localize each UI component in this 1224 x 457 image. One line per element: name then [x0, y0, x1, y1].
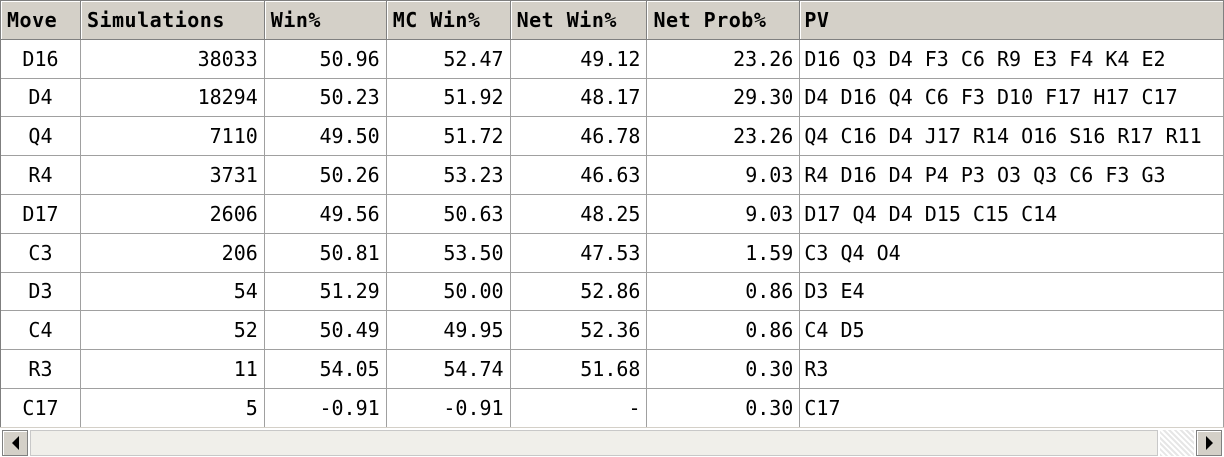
column-header-simulations[interactable]: Simulations — [80, 1, 265, 40]
cell-mc-win: 54.74 — [386, 350, 511, 389]
cell-mc-win: 53.23 — [386, 156, 511, 195]
cell-win: 49.56 — [264, 194, 387, 234]
arrow-left-icon — [11, 436, 19, 450]
cell-net-win: 46.63 — [510, 156, 648, 195]
scroll-left-button[interactable] — [2, 430, 28, 456]
cell-pv: C17 — [800, 388, 1224, 427]
table-row[interactable]: R3 11 54.05 54.74 51.68 0.30 R3 — [1, 350, 1224, 389]
table-row[interactable]: D4 18294 50.23 51.92 48.17 29.30 D4 D16 … — [1, 78, 1224, 118]
cell-simulations: 52 — [80, 311, 265, 351]
cell-mc-win: 50.63 — [386, 194, 511, 234]
cell-pv: R4 D16 D4 P4 P3 O3 Q3 C6 F3 G3 — [800, 156, 1224, 195]
cell-simulations: 54 — [80, 272, 265, 312]
cell-simulations: 11 — [80, 350, 265, 389]
cell-net-win: 48.25 — [510, 194, 648, 234]
cell-pv: D16 Q3 D4 F3 C6 R9 E3 F4 K4 E2 — [800, 39, 1224, 79]
cell-net-prob: 0.86 — [647, 272, 801, 312]
cell-pv: Q4 C16 D4 J17 R14 O16 S16 R17 R11 — [800, 117, 1224, 157]
column-header-mc-win[interactable]: MC Win% — [386, 1, 511, 40]
moves-table: Move Simulations Win% MC Win% Net Win% N… — [0, 0, 1224, 427]
cell-move: D4 — [1, 78, 81, 118]
table-row[interactable]: C4 52 50.49 49.95 52.36 0.86 C4 D5 — [1, 311, 1224, 351]
cell-pv: C3 Q4 O4 — [800, 233, 1224, 273]
scrollbar-thumb[interactable] — [30, 430, 1158, 456]
cell-net-win: 52.86 — [510, 272, 648, 312]
cell-mc-win: 51.72 — [386, 117, 511, 157]
table-row[interactable]: C3 206 50.81 53.50 47.53 1.59 C3 Q4 O4 — [1, 233, 1224, 273]
cell-net-prob: 0.30 — [647, 350, 801, 389]
cell-mc-win: 50.00 — [386, 272, 511, 312]
table-header: Move Simulations Win% MC Win% Net Win% N… — [1, 1, 1224, 40]
table-row[interactable]: R4 3731 50.26 53.23 46.63 9.03 R4 D16 D4… — [1, 156, 1224, 195]
cell-move: R3 — [1, 350, 81, 389]
cell-pv: R3 — [800, 350, 1224, 389]
arrow-right-icon — [1205, 436, 1213, 450]
cell-win: 50.81 — [264, 233, 387, 273]
cell-win: 50.26 — [264, 156, 387, 195]
scrollbar-track[interactable] — [1160, 430, 1194, 456]
cell-net-win: 52.36 — [510, 311, 648, 351]
cell-net-prob: 23.26 — [647, 117, 801, 157]
cell-mc-win: 51.92 — [386, 78, 511, 118]
column-header-pv[interactable]: PV — [800, 1, 1224, 40]
cell-win: 50.96 — [264, 39, 387, 79]
cell-mc-win: -0.91 — [386, 388, 511, 427]
cell-simulations: 2606 — [80, 194, 265, 234]
cell-simulations: 18294 — [80, 78, 265, 118]
cell-move: D3 — [1, 272, 81, 312]
cell-move: D16 — [1, 39, 81, 79]
cell-win: 49.50 — [264, 117, 387, 157]
column-header-net-win[interactable]: Net Win% — [510, 1, 648, 40]
table-row[interactable]: D16 38033 50.96 52.47 49.12 23.26 D16 Q3… — [1, 39, 1224, 79]
table-row[interactable]: D3 54 51.29 50.00 52.86 0.86 D3 E4 — [1, 272, 1224, 312]
cell-net-prob: 29.30 — [647, 78, 801, 118]
cell-win: -0.91 — [264, 388, 387, 427]
cell-net-win: - — [510, 388, 648, 427]
table-row[interactable]: Q4 7110 49.50 51.72 46.78 23.26 Q4 C16 D… — [1, 117, 1224, 157]
cell-win: 51.29 — [264, 272, 387, 312]
cell-net-prob: 0.86 — [647, 311, 801, 351]
cell-simulations: 3731 — [80, 156, 265, 195]
table-row[interactable]: C17 5 -0.91 -0.91 - 0.30 C17 — [1, 388, 1224, 427]
cell-win: 50.23 — [264, 78, 387, 118]
cell-mc-win: 53.50 — [386, 233, 511, 273]
scroll-right-button[interactable] — [1196, 430, 1222, 456]
cell-net-prob: 1.59 — [647, 233, 801, 273]
cell-simulations: 5 — [80, 388, 265, 427]
cell-net-prob: 0.30 — [647, 388, 801, 427]
cell-net-prob: 9.03 — [647, 194, 801, 234]
cell-pv: D4 D16 Q4 C6 F3 D10 F17 H17 C17 — [800, 78, 1224, 118]
cell-simulations: 38033 — [80, 39, 265, 79]
cell-net-win: 47.53 — [510, 233, 648, 273]
cell-net-win: 46.78 — [510, 117, 648, 157]
column-header-net-prob[interactable]: Net Prob% — [647, 1, 801, 40]
cell-move: C3 — [1, 233, 81, 273]
cell-net-win: 49.12 — [510, 39, 648, 79]
cell-pv: C4 D5 — [800, 311, 1224, 351]
table-row[interactable]: D17 2606 49.56 50.63 48.25 9.03 D17 Q4 D… — [1, 194, 1224, 234]
cell-pv: D3 E4 — [800, 272, 1224, 312]
cell-move: C4 — [1, 311, 81, 351]
column-header-win[interactable]: Win% — [264, 1, 387, 40]
cell-simulations: 7110 — [80, 117, 265, 157]
cell-simulations: 206 — [80, 233, 265, 273]
cell-move: C17 — [1, 388, 81, 427]
cell-move: D17 — [1, 194, 81, 234]
cell-net-prob: 23.26 — [647, 39, 801, 79]
cell-mc-win: 49.95 — [386, 311, 511, 351]
column-header-move[interactable]: Move — [1, 1, 81, 40]
cell-mc-win: 52.47 — [386, 39, 511, 79]
cell-net-win: 48.17 — [510, 78, 648, 118]
cell-pv: D17 Q4 D4 D15 C15 C14 — [800, 194, 1224, 234]
cell-move: R4 — [1, 156, 81, 195]
cell-net-prob: 9.03 — [647, 156, 801, 195]
cell-net-win: 51.68 — [510, 350, 648, 389]
cell-win: 54.05 — [264, 350, 387, 389]
cell-move: Q4 — [1, 117, 81, 157]
cell-win: 50.49 — [264, 311, 387, 351]
horizontal-scrollbar[interactable] — [0, 427, 1224, 457]
